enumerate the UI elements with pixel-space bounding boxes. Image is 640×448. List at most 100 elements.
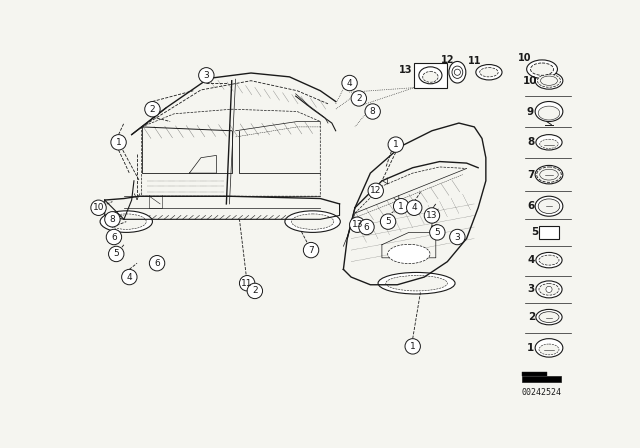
Ellipse shape — [291, 214, 334, 229]
Text: 13: 13 — [426, 211, 438, 220]
Ellipse shape — [537, 167, 561, 182]
Circle shape — [406, 200, 422, 215]
Text: 2: 2 — [252, 286, 258, 295]
Ellipse shape — [386, 276, 447, 291]
Text: 3: 3 — [454, 233, 460, 241]
Text: 10: 10 — [524, 76, 538, 86]
Text: 2: 2 — [150, 105, 156, 114]
Text: 12: 12 — [442, 55, 455, 65]
Ellipse shape — [422, 72, 438, 82]
Circle shape — [394, 198, 409, 214]
Circle shape — [368, 183, 383, 198]
Ellipse shape — [449, 61, 466, 83]
Circle shape — [91, 200, 106, 215]
Circle shape — [454, 69, 460, 75]
Circle shape — [351, 91, 367, 106]
Circle shape — [111, 134, 126, 150]
Bar — [539, 226, 559, 238]
Text: 5: 5 — [385, 217, 391, 226]
Ellipse shape — [106, 214, 147, 229]
Text: 12: 12 — [370, 186, 381, 195]
Text: 1: 1 — [398, 202, 404, 211]
Text: 11: 11 — [468, 56, 482, 66]
Circle shape — [122, 269, 137, 285]
Circle shape — [424, 208, 440, 223]
Ellipse shape — [540, 139, 558, 148]
Text: 13: 13 — [399, 65, 413, 74]
Ellipse shape — [535, 165, 563, 184]
Text: 2: 2 — [527, 312, 535, 322]
Circle shape — [546, 286, 552, 293]
Text: 4: 4 — [127, 272, 132, 281]
Text: 2: 2 — [356, 94, 362, 103]
Text: 3: 3 — [527, 284, 535, 294]
Text: 6: 6 — [527, 201, 534, 211]
Text: 1: 1 — [527, 343, 534, 353]
Circle shape — [109, 246, 124, 262]
Circle shape — [342, 75, 357, 90]
Text: 1: 1 — [116, 138, 122, 147]
Ellipse shape — [527, 60, 557, 78]
Ellipse shape — [531, 63, 554, 75]
Circle shape — [429, 225, 445, 240]
Circle shape — [388, 137, 403, 152]
Text: 5: 5 — [531, 228, 538, 237]
Text: 10: 10 — [518, 53, 532, 63]
Circle shape — [359, 220, 374, 235]
Ellipse shape — [535, 196, 563, 216]
Ellipse shape — [419, 67, 442, 84]
Ellipse shape — [378, 272, 455, 294]
Circle shape — [145, 102, 160, 117]
Text: 4: 4 — [412, 203, 417, 212]
Text: 6: 6 — [364, 223, 369, 232]
Circle shape — [365, 104, 380, 119]
Circle shape — [380, 214, 396, 229]
Circle shape — [149, 255, 164, 271]
Ellipse shape — [535, 72, 563, 89]
Ellipse shape — [285, 211, 340, 233]
Ellipse shape — [535, 339, 563, 357]
Text: 10: 10 — [93, 203, 104, 212]
Text: 8: 8 — [370, 107, 376, 116]
Circle shape — [450, 229, 465, 245]
Text: 00242524: 00242524 — [522, 388, 561, 397]
Text: 6: 6 — [154, 258, 160, 268]
Bar — [414, 63, 447, 88]
Circle shape — [303, 242, 319, 258]
Ellipse shape — [100, 211, 152, 233]
Ellipse shape — [535, 102, 563, 121]
Ellipse shape — [539, 255, 559, 265]
Circle shape — [349, 217, 365, 233]
Text: 8: 8 — [109, 215, 115, 224]
Text: 8: 8 — [527, 137, 535, 147]
Circle shape — [247, 283, 262, 299]
Ellipse shape — [388, 244, 430, 263]
Bar — [522, 375, 561, 382]
Text: 5: 5 — [435, 228, 440, 237]
Text: 7: 7 — [308, 246, 314, 254]
Circle shape — [105, 211, 120, 227]
Ellipse shape — [538, 74, 561, 87]
Ellipse shape — [480, 68, 498, 77]
Ellipse shape — [539, 284, 559, 295]
Ellipse shape — [541, 76, 557, 85]
Circle shape — [106, 229, 122, 245]
Text: 1: 1 — [393, 140, 399, 149]
Ellipse shape — [538, 106, 560, 120]
Text: 7: 7 — [527, 170, 534, 180]
Circle shape — [198, 68, 214, 83]
Ellipse shape — [536, 134, 562, 150]
Ellipse shape — [538, 199, 560, 214]
Circle shape — [405, 339, 420, 354]
Ellipse shape — [476, 65, 502, 80]
Text: 13: 13 — [351, 220, 363, 229]
Circle shape — [239, 276, 255, 291]
Text: 4: 4 — [347, 78, 353, 87]
Ellipse shape — [536, 252, 562, 268]
Ellipse shape — [539, 312, 559, 323]
Ellipse shape — [540, 169, 558, 180]
Ellipse shape — [539, 344, 559, 355]
Text: 1: 1 — [410, 342, 415, 351]
Ellipse shape — [536, 310, 562, 325]
Text: 9: 9 — [527, 107, 534, 116]
